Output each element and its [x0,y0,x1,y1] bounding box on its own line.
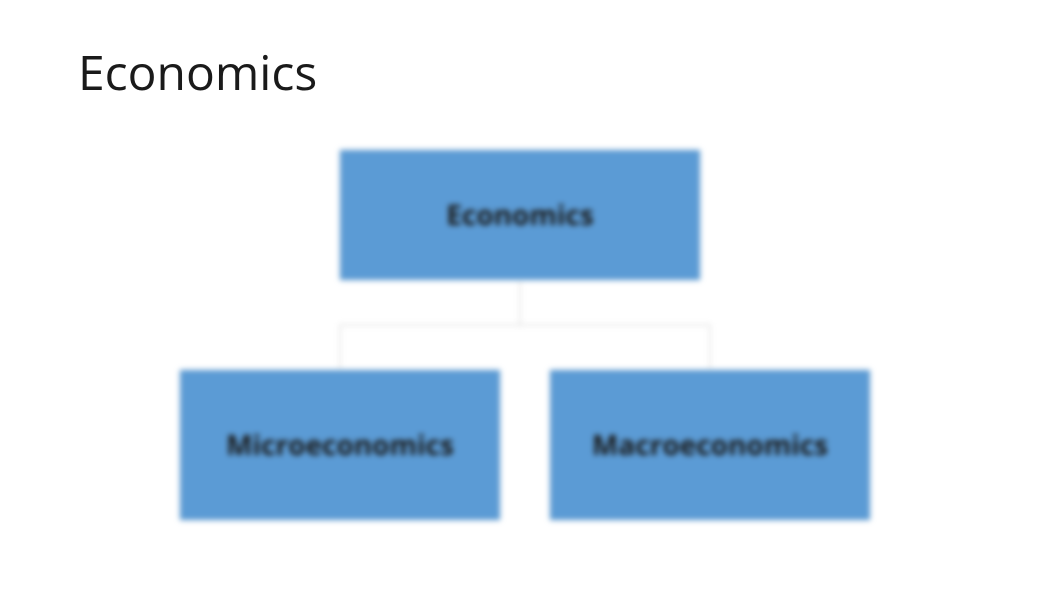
tree-node-macro: Macroeconomics [550,370,870,520]
tree-node-label: Economics [446,196,594,234]
tree-node-root: Economics [340,150,700,280]
tree-connectors [0,0,1062,597]
tree-node-micro: Microeconomics [180,370,500,520]
tree-node-label: Microeconomics [226,426,454,464]
tree-node-label: Macroeconomics [592,426,828,464]
